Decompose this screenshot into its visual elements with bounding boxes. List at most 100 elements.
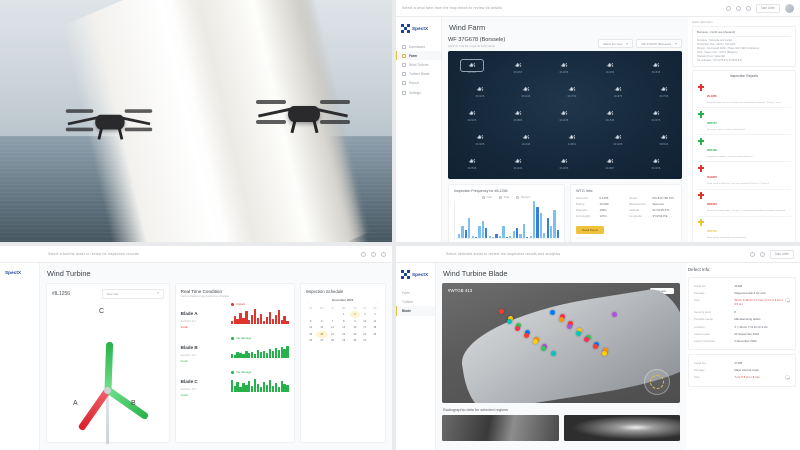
calendar-day[interactable]: 19: [309, 332, 313, 336]
report-item[interactable]: #IL1256 Diagonal crack and air void detec…: [697, 81, 791, 109]
defect-marker[interactable]: [558, 316, 564, 322]
calendar-day[interactable]: 8: [342, 319, 345, 323]
farm-select[interactable]: WF 37G678 (Borssele): [636, 39, 682, 49]
report-item[interactable]: #IR1258 Inspection complete - structure w…: [697, 135, 791, 163]
defect-marker[interactable]: [507, 316, 513, 322]
defect-marker[interactable]: [516, 323, 522, 329]
blade-3d-viewer[interactable]: #WTGB 413 Side view: [442, 283, 680, 403]
calendar-day[interactable]: 27: [320, 339, 324, 343]
calendar-day[interactable]: 10: [363, 319, 367, 323]
calendar-day[interactable]: 12: [309, 326, 313, 330]
calendar-day[interactable]: 15: [342, 326, 346, 330]
grid-icon[interactable]: [745, 5, 751, 11]
defect-marker[interactable]: [499, 309, 505, 315]
turbine-marker[interactable]: ☙ IR1288: [470, 133, 490, 146]
calendar-day[interactable]: 9: [354, 319, 356, 323]
turbine-marker[interactable]: ☙ IK1845: [646, 61, 666, 74]
defect-marker[interactable]: [575, 330, 581, 336]
turbine-marker[interactable]: ☙ IR1976: [646, 109, 666, 122]
calendar-day[interactable]: 11: [373, 319, 377, 323]
turbine-marker[interactable]: ☙ IR1238: [554, 109, 574, 122]
radiograph-2[interactable]: [563, 415, 680, 441]
defect-marker[interactable]: [515, 325, 521, 331]
turbine-marker[interactable]: ☙ IR1880: [508, 109, 528, 122]
calendar-day[interactable]: 31: [363, 339, 367, 343]
turbine-marker[interactable]: ☙ IR1236: [470, 85, 490, 98]
prev-month-button[interactable]: ‹: [307, 299, 309, 304]
user-menu[interactable]: Sam Allen: [769, 249, 794, 259]
defect-marker[interactable]: [567, 323, 573, 329]
sidebar-item-report[interactable]: Report: [396, 79, 441, 88]
defect-marker[interactable]: [523, 332, 529, 338]
blade-status-row[interactable]: Blade A Serial No. 413 4 leafs Impact: [181, 302, 289, 329]
sidebar-item-dashboard[interactable]: Dashboard: [396, 42, 441, 51]
turbine-marker[interactable]: ☙ IL4801: [562, 133, 582, 146]
calendar-day[interactable]: 3: [364, 312, 366, 316]
turbine-marker[interactable]: ☙ IR1766: [654, 85, 674, 98]
defect-marker[interactable]: [611, 312, 617, 318]
help-icon[interactable]: [735, 5, 741, 11]
collapse-icon[interactable]: [785, 298, 790, 304]
calendar-day[interactable]: 6: [321, 319, 323, 323]
turbine-marker[interactable]: ☙ IA1876: [608, 85, 628, 98]
turbine-marker[interactable]: ☙ IR1258: [646, 157, 666, 170]
calendar-day[interactable]: 13: [320, 326, 324, 330]
next-month-button[interactable]: ›: [377, 299, 378, 304]
avatar[interactable]: [785, 3, 794, 13]
blade-status-row[interactable]: Blade C Serial No. 415 1 leafs No damage: [181, 370, 289, 397]
detail-report-button[interactable]: Detail Report: [576, 226, 605, 235]
calendar-day[interactable]: 30: [353, 339, 357, 343]
calendar-day[interactable]: 28: [331, 339, 334, 343]
farm-map[interactable]: ☙ IL1256 ☙ IR1257 ☙ IR1258 ☙ IA1256 ☙ IK1845 ☙ IR12…: [448, 51, 682, 180]
help-icon[interactable]: [759, 251, 765, 257]
blade-b[interactable]: [105, 387, 150, 421]
defect-marker[interactable]: [533, 336, 539, 342]
calendar-day[interactable]: 21: [331, 332, 334, 336]
report-item[interactable]: #IR1246 Erosion at leading edge - Priorit…: [697, 190, 791, 217]
defect-marker[interactable]: [525, 329, 531, 335]
collapse-icon[interactable]: [785, 375, 790, 381]
defect-marker[interactable]: [603, 348, 609, 354]
sidebar-item-blade[interactable]: Blade: [396, 306, 435, 316]
defect-marker[interactable]: [601, 351, 607, 357]
calendar-day[interactable]: 23: [353, 332, 357, 336]
sidebar-item-wind-turbine[interactable]: Wind Turbine: [396, 60, 441, 69]
turbine-marker[interactable]: ☙ IA1346: [516, 133, 536, 146]
calendar-day[interactable]: 16: [353, 326, 357, 330]
sidebar-item-settings[interactable]: Settings: [396, 88, 441, 97]
calendar-day[interactable]: 25: [373, 332, 377, 336]
turbine-marker[interactable]: ☙ IR1750: [562, 85, 582, 98]
grid-icon[interactable]: [381, 251, 386, 257]
report-item[interactable]: #IA1876 Deep crack at blade tip - root si…: [697, 162, 791, 190]
view-select[interactable]: Select the view: [597, 39, 634, 49]
defect-marker[interactable]: [506, 318, 512, 324]
blade-status-row[interactable]: Blade B Serial No. 414 0 leafs No damage: [181, 336, 289, 363]
defect-marker[interactable]: [542, 343, 548, 349]
calendar-day[interactable]: 20: [315, 330, 328, 338]
calendar-day[interactable]: 14: [331, 326, 334, 330]
defect-card[interactable]: Serial No. 41368 Damage Diagonal crack & Ai…: [688, 277, 796, 350]
defect-marker[interactable]: [549, 309, 555, 315]
calendar-day[interactable]: 24: [363, 332, 367, 336]
radiograph-1[interactable]: [442, 415, 559, 441]
defect-marker[interactable]: [593, 344, 599, 350]
view-select[interactable]: Rear side: [101, 289, 164, 299]
defect-marker[interactable]: [585, 334, 591, 340]
defect-card[interactable]: Serial No. 47198 Damage Major internal crac…: [688, 354, 796, 388]
turbine-marker[interactable]: ☙ IR1257: [508, 61, 528, 74]
radiographic-images[interactable]: [442, 415, 680, 441]
calendar-day[interactable]: 2: [350, 311, 360, 318]
turbine-marker[interactable]: ☙ IR4245: [462, 109, 482, 122]
report-item[interactable]: #IR1257 No major crack or surface defect …: [697, 108, 791, 136]
turbine-marker[interactable]: ☙ IR1867: [600, 157, 620, 170]
turbine-marker[interactable]: ☙ IL1256: [460, 59, 484, 74]
bell-icon[interactable]: [749, 251, 755, 257]
turbine-marker[interactable]: ☙ IR1234: [508, 157, 528, 170]
calendar-day[interactable]: 5: [310, 319, 312, 323]
turbine-marker[interactable]: ☙ IR8034: [654, 133, 674, 146]
defect-markers[interactable]: [499, 309, 623, 362]
turbine-marker[interactable]: ☙ IR1246: [516, 85, 536, 98]
defect-marker[interactable]: [594, 341, 600, 347]
turbine-marker[interactable]: ☙ IR4536: [462, 157, 482, 170]
turbine-marker[interactable]: ☙ IR1238: [608, 133, 628, 146]
